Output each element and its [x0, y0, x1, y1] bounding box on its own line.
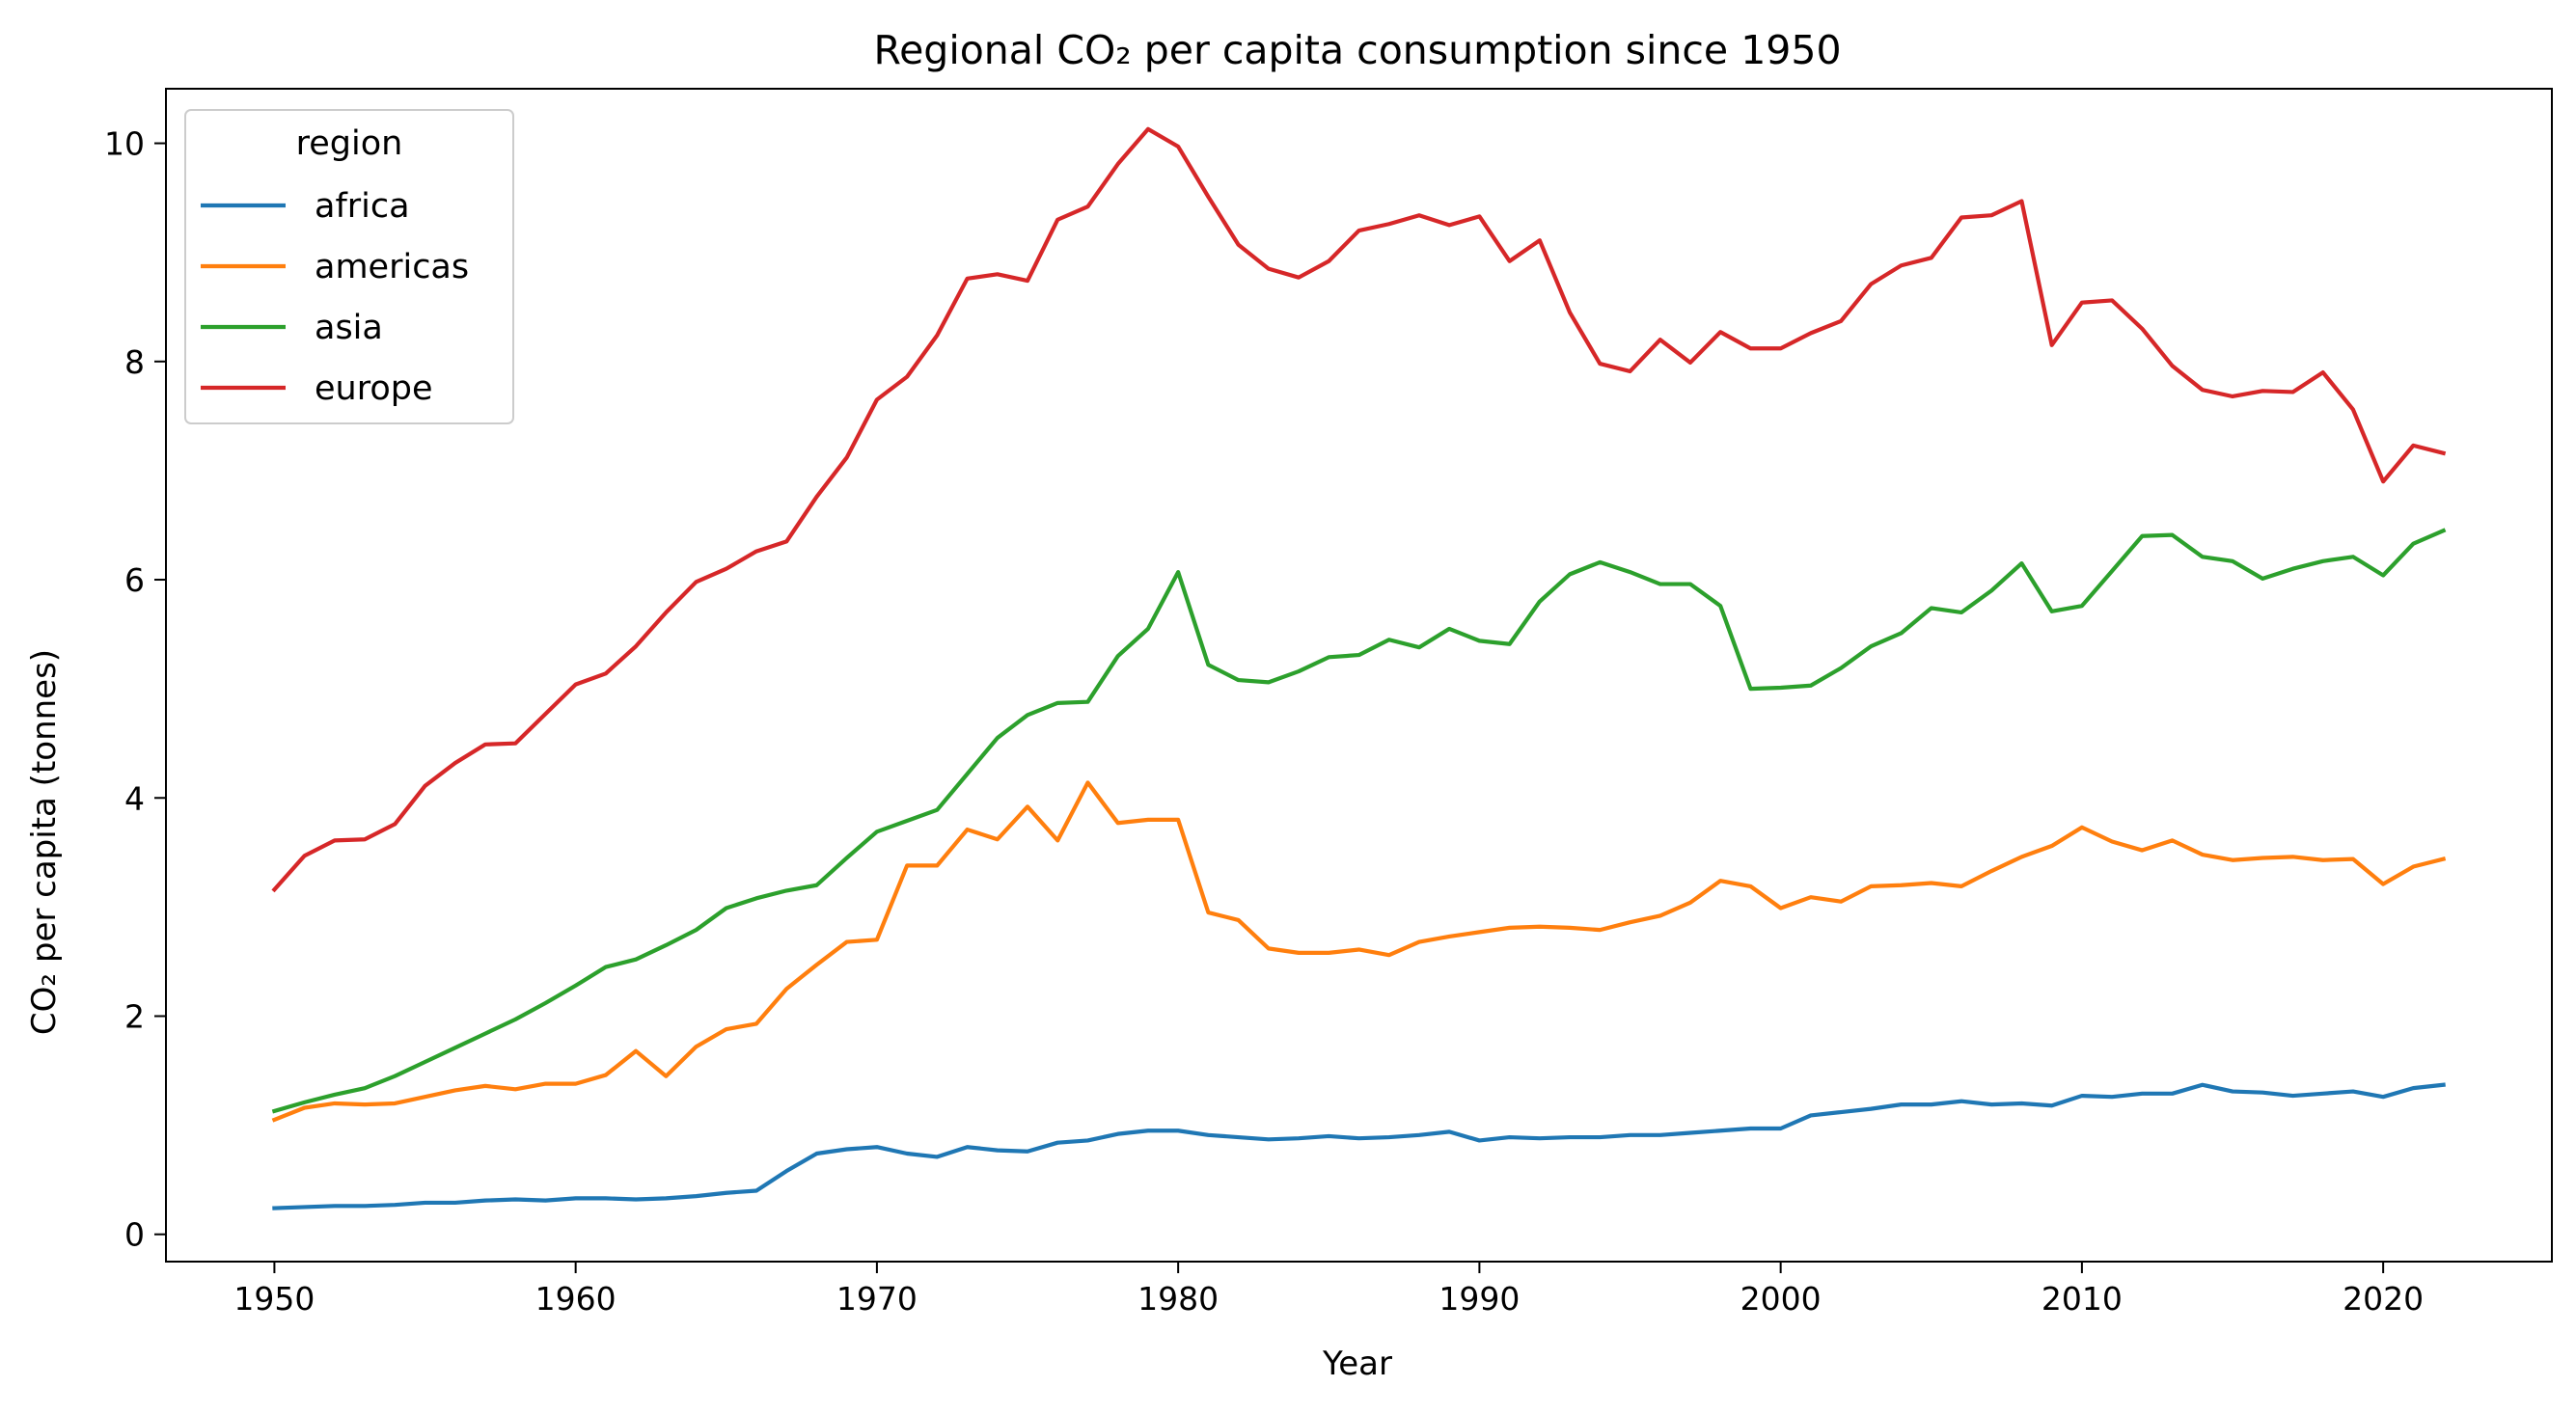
y-axis-ticks: 0 2 4 6 8 10: [104, 125, 166, 1254]
series-line-asia: [271, 528, 2447, 1114]
y-axis-label: CO₂ per capita (tonnes): [25, 649, 64, 1035]
series-line-europe: [271, 126, 2447, 893]
legend-label-europe: europe: [315, 369, 433, 408]
y-tick-label: 2: [124, 997, 145, 1035]
x-tick-label: 1980: [1137, 1280, 1219, 1318]
x-tick-label: 2000: [1740, 1280, 1822, 1318]
y-tick-label: 10: [104, 125, 145, 163]
y-tick-label: 0: [124, 1216, 145, 1254]
plot-frame: [165, 88, 2553, 1263]
x-axis-label: Year: [1322, 1345, 1392, 1383]
legend-title: region: [296, 124, 403, 163]
x-axis-ticks: 1950 1960 1970 1980 1990 2000 2010 2020: [233, 1262, 2424, 1318]
legend-label-americas: americas: [315, 248, 469, 286]
x-tick-label: 1950: [233, 1280, 315, 1318]
legend-label-africa: africa: [315, 187, 410, 226]
x-tick-label: 1960: [535, 1280, 617, 1318]
legend: region africa americas asia europe: [184, 109, 514, 424]
legend-label-asia: asia: [315, 309, 383, 347]
x-tick-label: 1970: [836, 1280, 918, 1318]
x-tick-label: 1990: [1439, 1280, 1520, 1318]
y-tick-label: 6: [124, 561, 145, 599]
plot-area: [271, 126, 2447, 1210]
x-tick-label: 2020: [2343, 1280, 2424, 1318]
y-tick-label: 8: [124, 343, 145, 381]
series-line-americas: [271, 780, 2447, 1123]
y-tick-label: 4: [124, 779, 145, 817]
chart-title: Regional CO₂ per capita consumption sinc…: [873, 27, 1841, 73]
legend-box: [184, 109, 514, 424]
x-tick-label: 2010: [2042, 1280, 2123, 1318]
series-line-africa: [272, 1082, 2446, 1210]
